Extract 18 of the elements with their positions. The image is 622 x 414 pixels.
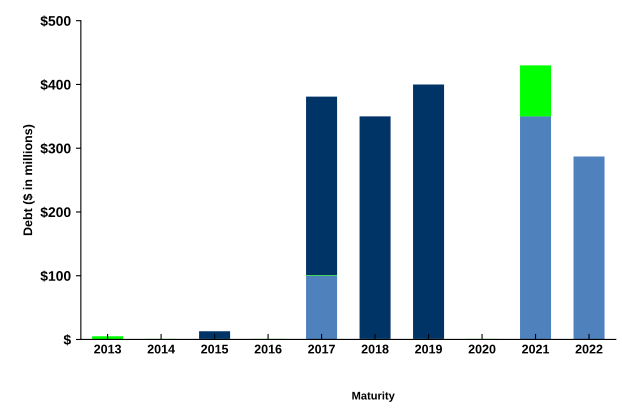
x-tick-label: 2017 — [308, 344, 335, 354]
x-tick-label: 2018 — [362, 344, 389, 354]
y-tick-label: $400 — [40, 79, 71, 91]
y-tick-label: $100 — [40, 270, 71, 282]
x-tick-label: 2022 — [576, 344, 602, 354]
y-axis-title: Debt ($ in millions) — [22, 124, 35, 236]
x-tick-label: 2021 — [522, 344, 550, 354]
x-tick-label: 2019 — [415, 344, 442, 354]
x-axis-title: Maturity — [352, 391, 395, 402]
y-tick-label: $300 — [40, 142, 71, 154]
x-tick-label: 2020 — [468, 344, 496, 354]
y-tick-label: $500 — [40, 15, 71, 27]
x-tick-label: 2015 — [201, 344, 228, 354]
y-tick-label: $ — [64, 334, 71, 346]
x-tick-label: 2016 — [254, 344, 282, 354]
y-tick-label: $200 — [40, 206, 71, 218]
x-tick-label: 2013 — [94, 344, 122, 354]
x-tick-label: 2014 — [148, 344, 175, 354]
